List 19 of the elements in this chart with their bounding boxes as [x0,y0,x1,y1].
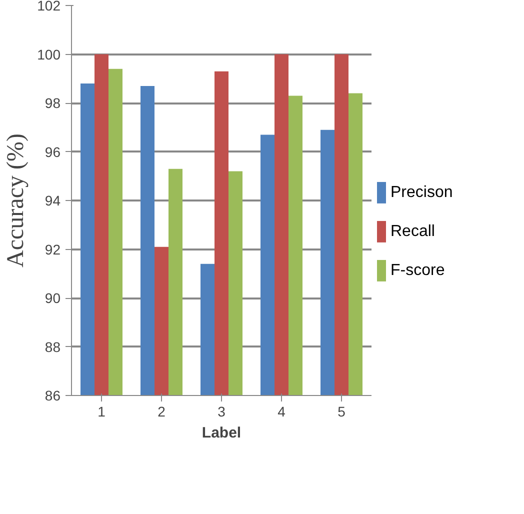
y-tick-label: 88 [44,338,61,355]
y-tick-label: 86 [44,388,61,404]
y-tick-label: 94 [44,192,61,208]
y-axis-title: Accuracy (%) [3,134,30,268]
x-tick-label: 3 [218,404,226,420]
y-tick-label: 102 [37,0,61,14]
legend-label: Recall [390,223,435,240]
y-tick-label: 98 [44,95,61,111]
legend-label: F-score [390,262,445,280]
y-tick-label: 92 [44,241,61,258]
x-tick-label: 5 [338,404,346,420]
legend-label: Precison [390,184,453,202]
y-tick-label: 100 [37,46,61,62]
x-tick-label: 2 [158,404,166,420]
y-tick-label: 90 [44,290,61,306]
x-tick-label: 4 [278,404,286,420]
x-tick-label: 1 [98,404,106,420]
y-tick-label: 96 [44,144,61,160]
x-axis-title: Label [202,424,242,442]
